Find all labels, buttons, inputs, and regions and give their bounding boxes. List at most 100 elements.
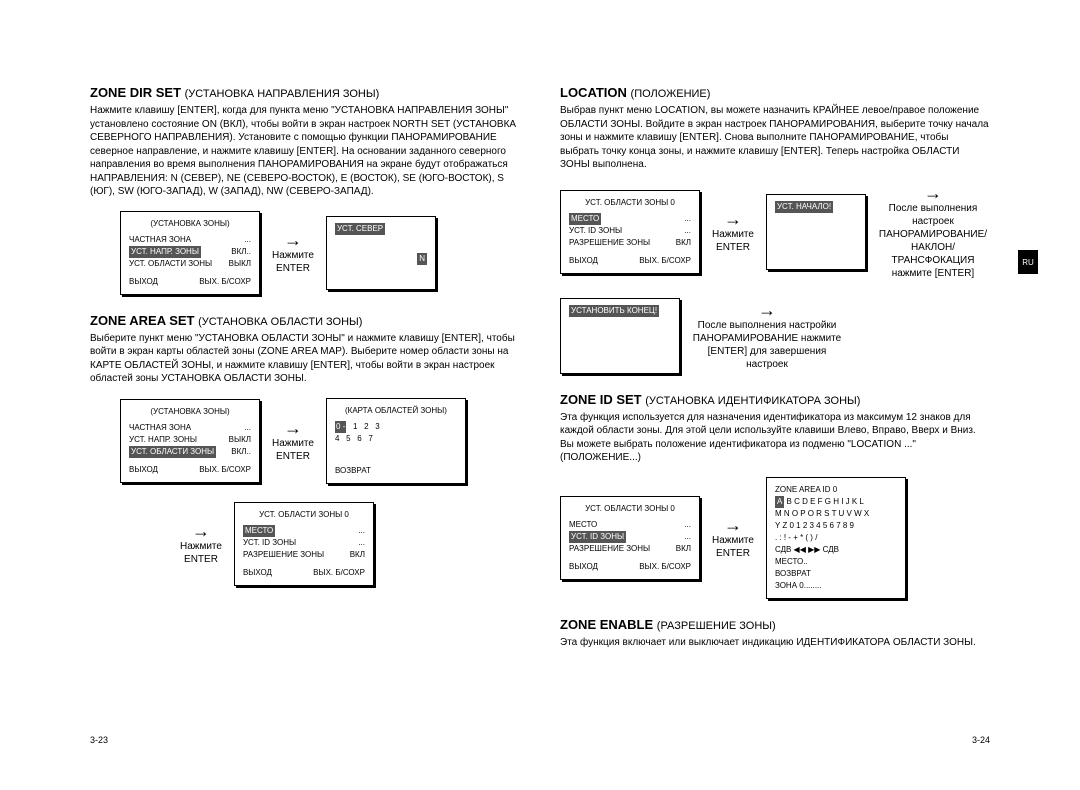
left-column: ZONE DIR SET (УСТАНОВКА НАПРАВЛЕНИЯ ЗОНЫ…	[90, 85, 520, 745]
caption-text: После выполнения настройки ПАНОРАМИРОВАН…	[692, 319, 842, 371]
page-number-left: 3-23	[90, 735, 108, 745]
osd-val: ВЫКЛ	[229, 258, 251, 270]
osd-row: РАЗРЕШЕНИЕ ЗОНЫ	[569, 237, 650, 249]
zone-id-set-body: Эта функция используется для назначения …	[560, 411, 990, 465]
location-flow-1: УСТ. ОБЛАСТИ ЗОНЫ 0 МЕСТО... УСТ. ID ЗОН…	[560, 184, 990, 280]
osd-val: ...	[244, 234, 251, 246]
osd-val: ВКЛ	[676, 543, 691, 555]
osd-title: УСТ. ОБЛАСТИ ЗОНЫ 0	[569, 503, 691, 515]
caption-line: Нажмите	[712, 228, 754, 241]
caption-line: ENTER	[180, 553, 222, 566]
osd-line: ВОЗВРАТ	[775, 568, 897, 580]
flow-caption: → Нажмите ENTER	[272, 231, 314, 275]
osd-val: ...	[358, 537, 365, 549]
osd-line: СДВ ◀◀ ▶▶ СДВ	[775, 544, 897, 556]
location-body: Выбрав пункт меню LOCATION, вы можете на…	[560, 104, 990, 172]
osd-zone-setup-2: (УСТАНОВКА ЗОНЫ) ЧАСТНАЯ ЗОНА... УСТ. НА…	[120, 399, 260, 483]
page-content: ZONE DIR SET (УСТАНОВКА НАПРАВЛЕНИЯ ЗОНЫ…	[90, 85, 990, 745]
osd-val: ...	[684, 213, 691, 225]
zone-dir-set-flow: (УСТАНОВКА ЗОНЫ) ЧАСТНАЯ ЗОНА... УСТ. НА…	[120, 211, 520, 295]
heading-sub: (РАЗРЕШЕНИЕ ЗОНЫ)	[657, 620, 776, 632]
osd-val: ...	[684, 519, 691, 531]
osd-line: A B C D E F G H I J K L	[775, 496, 897, 508]
osd-row: УСТ. НАПР. ЗОНЫ	[129, 434, 197, 446]
heading-sub: (ПОЛОЖЕНИЕ)	[631, 88, 711, 100]
osd-footer: ВЫХОД	[569, 561, 598, 573]
zone-area-set-flow-1: (УСТАНОВКА ЗОНЫ) ЧАСТНАЯ ЗОНА... УСТ. НА…	[120, 398, 520, 484]
zone-dir-set-body: Нажмите клавишу [ENTER], когда для пункт…	[90, 104, 520, 199]
arrow-right-icon: →	[712, 516, 754, 534]
osd-row-highlight: МЕСТО	[243, 525, 275, 537]
location-flow-2: УСТАНОВИТЬ КОНЕЦ! → После выполнения нас…	[560, 298, 990, 374]
caption-line: Нажмите	[712, 534, 754, 547]
osd-zone-setup-1: (УСТАНОВКА ЗОНЫ) ЧАСТНАЯ ЗОНА... УСТ. НА…	[120, 211, 260, 295]
osd-val: ...	[684, 225, 691, 237]
page-number-right: 3-24	[972, 735, 990, 745]
osd-row: УСТ. ID ЗОНЫ	[569, 225, 622, 237]
osd-title-highlight: УСТАНОВИТЬ КОНЕЦ!	[569, 305, 659, 317]
zone-area-set-flow-2: → Нажмите ENTER УСТ. ОБЛАСТИ ЗОНЫ 0 МЕСТ…	[180, 502, 520, 586]
osd-row: УСТ. ОБЛАСТИ ЗОНЫ	[129, 258, 212, 270]
caption-line: ENTER	[712, 241, 754, 254]
arrow-right-icon: →	[272, 231, 314, 249]
side-tab: RU	[1018, 250, 1038, 274]
osd-zone-area-id: ZONE AREA ID 0 A B C D E F G H I J K L M…	[766, 477, 906, 599]
flow-caption: → Нажмите ENTER	[272, 419, 314, 463]
arrow-right-icon: →	[712, 210, 754, 228]
osd-zone-area-setup-loc: УСТ. ОБЛАСТИ ЗОНЫ 0 МЕСТО... УСТ. ID ЗОН…	[560, 190, 700, 274]
osd-title: ZONE AREA ID 0	[775, 484, 897, 496]
osd-footer: ВЫХОД	[243, 567, 272, 579]
heading-main: ZONE DIR SET	[90, 85, 181, 100]
osd-val: ВКЛ..	[231, 246, 251, 258]
caption-text: После выполнения настроек ПАНОРАМИРОВАНИ…	[878, 202, 988, 280]
osd-val: ...	[358, 525, 365, 537]
caption-line: ENTER	[272, 262, 314, 275]
osd-north-set: УСТ. СЕВЕР N	[326, 216, 436, 290]
osd-footer: ВЫХ. Б/СОХР	[639, 561, 691, 573]
flow-caption: → Нажмите ENTER	[712, 516, 754, 560]
zone-area-set-body: Выберите пункт меню "УСТАНОВКА ОБЛАСТИ З…	[90, 332, 520, 386]
osd-title-highlight: УСТ. НАЧАЛО!	[775, 201, 833, 213]
heading-main: ZONE ENABLE	[560, 617, 653, 632]
zone-dir-set-heading: ZONE DIR SET (УСТАНОВКА НАПРАВЛЕНИЯ ЗОНЫ…	[90, 85, 520, 100]
osd-line: МЕСТО..	[775, 556, 897, 568]
osd-value-highlight: N	[417, 253, 427, 265]
heading-main: ZONE ID SET	[560, 392, 642, 407]
osd-row: ЧАСТНАЯ ЗОНА	[129, 422, 191, 434]
osd-title: УСТ. ОБЛАСТИ ЗОНЫ 0	[569, 197, 691, 209]
arrow-right-icon: →	[272, 419, 314, 437]
osd-val: ...	[244, 422, 251, 434]
osd-footer: ВЫХ. Б/СОХР	[639, 255, 691, 267]
osd-row-highlight: УСТ. ОБЛАСТИ ЗОНЫ	[129, 446, 216, 458]
osd-title: УСТ. ОБЛАСТИ ЗОНЫ 0	[243, 509, 365, 521]
osd-set-end: УСТАНОВИТЬ КОНЕЦ!	[560, 298, 680, 374]
osd-row: РАЗРЕШЕНИЕ ЗОНЫ	[569, 543, 650, 555]
osd-zone-area-map: (КАРТА ОБЛАСТЕЙ ЗОНЫ) 0 - 1 2 3 4 5 6 7 …	[326, 398, 466, 484]
right-column: LOCATION (ПОЛОЖЕНИЕ) Выбрав пункт меню L…	[560, 85, 990, 745]
osd-title: (УСТАНОВКА ЗОНЫ)	[129, 406, 251, 418]
osd-line: M N O P O R S T U V W X	[775, 508, 897, 520]
osd-footer: ВЫХОД	[129, 276, 158, 288]
osd-row-highlight: УСТ. ID ЗОНЫ	[569, 531, 626, 543]
caption-line: Нажмите	[272, 249, 314, 262]
heading-sub: (УСТАНОВКА ИДЕНТИФИКАТОРА ЗОНЫ)	[645, 395, 860, 407]
caption-line: ENTER	[272, 450, 314, 463]
osd-title-highlight: УСТ. СЕВЕР	[335, 223, 385, 235]
osd-footer: ВЫХОД	[569, 255, 598, 267]
flow-caption: → Нажмите ENTER	[712, 210, 754, 254]
location-heading: LOCATION (ПОЛОЖЕНИЕ)	[560, 85, 990, 100]
flow-caption: → После выполнения настройки ПАНОРАМИРОВ…	[692, 301, 842, 371]
osd-row: ЧАСТНАЯ ЗОНА	[129, 234, 191, 246]
zone-enable-body: Эта функция включает или выключает индик…	[560, 636, 990, 650]
heading-sub: (УСТАНОВКА ОБЛАСТИ ЗОНЫ)	[198, 316, 362, 328]
osd-val: ВКЛ..	[231, 446, 251, 458]
arrow-right-icon: →	[878, 184, 988, 202]
osd-zone-area-setup-id: УСТ. ОБЛАСТИ ЗОНЫ 0 МЕСТО... УСТ. ID ЗОН…	[560, 496, 700, 580]
osd-line: . : ! - + * ( ) /	[775, 532, 897, 544]
osd-val: ВЫКЛ	[229, 434, 251, 446]
flow-caption: → Нажмите ENTER	[180, 522, 222, 566]
osd-footer: ВЫХ. Б/СОХР	[199, 276, 251, 288]
osd-row-highlight: МЕСТО	[569, 213, 601, 225]
osd-set-start: УСТ. НАЧАЛО!	[766, 194, 866, 270]
arrow-right-icon: →	[692, 301, 842, 319]
